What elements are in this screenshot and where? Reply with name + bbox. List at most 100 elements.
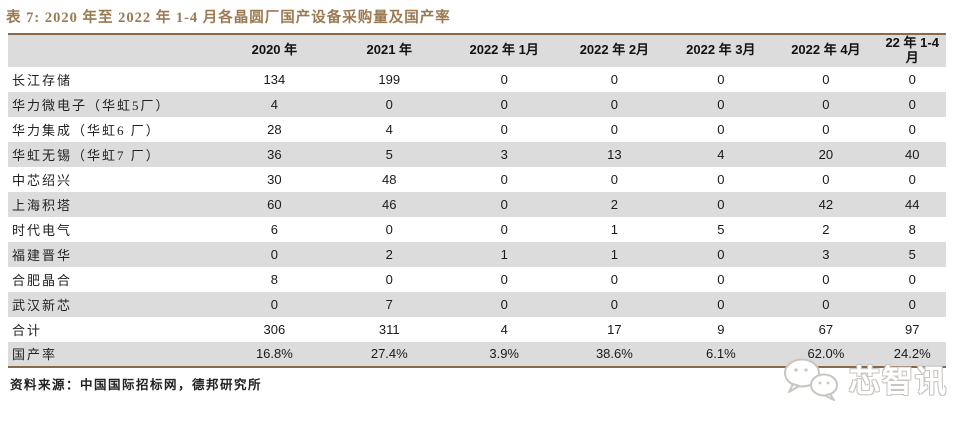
value-cell: 0 (908, 296, 916, 312)
corner-header-cell (8, 34, 219, 67)
row-label: 华虹无锡（华虹7 厂） (12, 147, 161, 163)
table-row: 合肥晶合 8 0 0 0 0 0 0 (8, 267, 946, 292)
value-cell: 0 (610, 96, 618, 112)
table-row: 长江存储 134 199 0 0 0 0 0 (8, 67, 946, 92)
value-cell: 0 (717, 96, 725, 112)
value-cell: 0 (610, 71, 618, 87)
column-header-cell: 2022 年 1月 (447, 34, 561, 67)
value-cell: 0 (385, 271, 393, 287)
table-row: 国产率 16.8% 27.4% 3.9% 38.6% 6.1% 62.0% 24.2% (8, 341, 946, 367)
value-cell: 3 (500, 146, 508, 162)
value-cell: 20 (818, 146, 834, 162)
value-cell: 1 (500, 246, 508, 262)
value-cell: 24.2% (893, 346, 931, 362)
value-cell: 67 (818, 321, 834, 337)
table-row: 上海积塔 60 46 0 2 0 42 44 (8, 191, 946, 217)
value-cell: 62.0% (807, 346, 845, 362)
value-cell: 0 (500, 71, 508, 87)
value-cell: 0 (717, 271, 725, 287)
value-cell: 7 (385, 296, 393, 312)
table-body: 长江存储 134 199 0 0 0 0 0 华力微电子（华虹5厂） 4 0 0 0 0 0 0 华力集成（华虹… (8, 67, 946, 367)
value-cell: 311 (378, 321, 400, 337)
column-header-cell: 2021 年 (330, 34, 448, 67)
value-cell: 0 (500, 271, 508, 287)
value-cell: 0 (822, 121, 830, 137)
value-cell: 3.9% (489, 346, 519, 362)
row-label: 时代电气 (12, 222, 73, 238)
value-cell: 40 (904, 146, 920, 162)
value-cell: 0 (610, 121, 618, 137)
value-cell: 0 (500, 96, 508, 112)
value-cell: 27.4% (370, 346, 408, 362)
column-header-cell: 2022 年 3月 (668, 34, 774, 67)
value-cell: 4 (385, 121, 393, 137)
value-cell: 44 (904, 196, 920, 212)
value-cell: 4 (717, 146, 725, 162)
row-label: 国产率 (12, 347, 58, 363)
value-cell: 0 (500, 196, 508, 212)
value-cell: 0 (500, 121, 508, 137)
value-cell: 0 (908, 121, 916, 137)
value-cell: 306 (263, 321, 286, 337)
value-cell: 2 (822, 221, 830, 237)
column-header-cell: 2022 年 2月 (560, 34, 669, 67)
column-header-cell: 2020 年 (218, 34, 331, 67)
procurement-table: 2020 年 2021 年 2022 年 1月 2022 年 2月 2022 年 3月 2… (8, 33, 946, 368)
value-cell: 48 (382, 171, 397, 187)
value-cell: 2 (610, 196, 618, 212)
value-cell: 0 (822, 171, 830, 187)
value-cell: 5 (717, 221, 725, 237)
value-cell: 6.1% (706, 346, 736, 362)
value-cell: 5 (908, 246, 916, 262)
row-label: 中芯绍兴 (12, 172, 73, 188)
table-row: 华虹无锡（华虹7 厂） 36 5 3 13 4 20 40 (8, 141, 946, 167)
table-row: 武汉新芯 0 7 0 0 0 0 0 (8, 291, 946, 317)
value-cell: 199 (378, 71, 401, 87)
table-header-row: 2020 年 2021 年 2022 年 1月 2022 年 2月 2022 年 3月 2… (8, 34, 946, 67)
row-label: 华力集成（华虹6 厂） (12, 122, 161, 138)
value-cell: 9 (717, 321, 725, 337)
table-title: 表 7: 2020 年至 2022 年 1-4 月各晶圆厂国产设备采购量及国产率 (6, 10, 451, 26)
value-cell: 3 (822, 246, 830, 262)
column-header-cell: 22 年 1-4 月 (878, 34, 946, 67)
value-cell: 5 (385, 146, 393, 162)
value-cell: 0 (822, 271, 830, 287)
value-cell: 0 (717, 71, 725, 87)
value-cell: 0 (908, 96, 916, 112)
value-cell: 134 (263, 71, 286, 87)
value-cell: 0 (500, 296, 508, 312)
value-cell: 0 (385, 221, 393, 237)
value-cell: 4 (270, 96, 278, 112)
value-cell: 0 (822, 96, 830, 112)
value-cell: 0 (717, 171, 725, 187)
table-row: 福建晋华 0 2 1 1 0 3 5 (8, 241, 946, 267)
value-cell: 28 (267, 121, 282, 137)
table-row: 华力集成（华虹6 厂） 28 4 0 0 0 0 0 (8, 117, 946, 142)
value-cell: 0 (822, 296, 830, 312)
value-cell: 17 (607, 321, 622, 337)
value-cell: 2 (385, 246, 393, 262)
value-cell: 97 (904, 321, 920, 337)
value-cell: 0 (270, 246, 278, 262)
value-cell: 30 (267, 171, 282, 187)
table-row: 合计 306 311 4 17 9 67 97 (8, 317, 946, 342)
row-label: 武汉新芯 (12, 297, 73, 313)
row-label: 合计 (12, 322, 43, 338)
value-cell: 46 (382, 196, 397, 212)
row-label: 华力微电子（华虹5厂） (12, 97, 171, 113)
row-label: 合肥晶合 (12, 272, 73, 288)
table-row: 时代电气 6 0 0 1 5 2 8 (8, 217, 946, 242)
value-cell: 36 (267, 146, 282, 162)
value-cell: 42 (818, 196, 834, 212)
value-cell: 1 (610, 221, 618, 237)
value-cell: 0 (610, 171, 618, 187)
value-cell: 6 (270, 221, 278, 237)
value-cell: 8 (908, 221, 916, 237)
value-cell: 0 (822, 71, 830, 87)
value-cell: 0 (385, 96, 393, 112)
row-label: 长江存储 (12, 72, 73, 88)
value-cell: 0 (717, 246, 725, 262)
value-cell: 60 (267, 196, 282, 212)
value-cell: 0 (610, 296, 618, 312)
column-header-cell: 2022 年 4月 (773, 34, 879, 67)
